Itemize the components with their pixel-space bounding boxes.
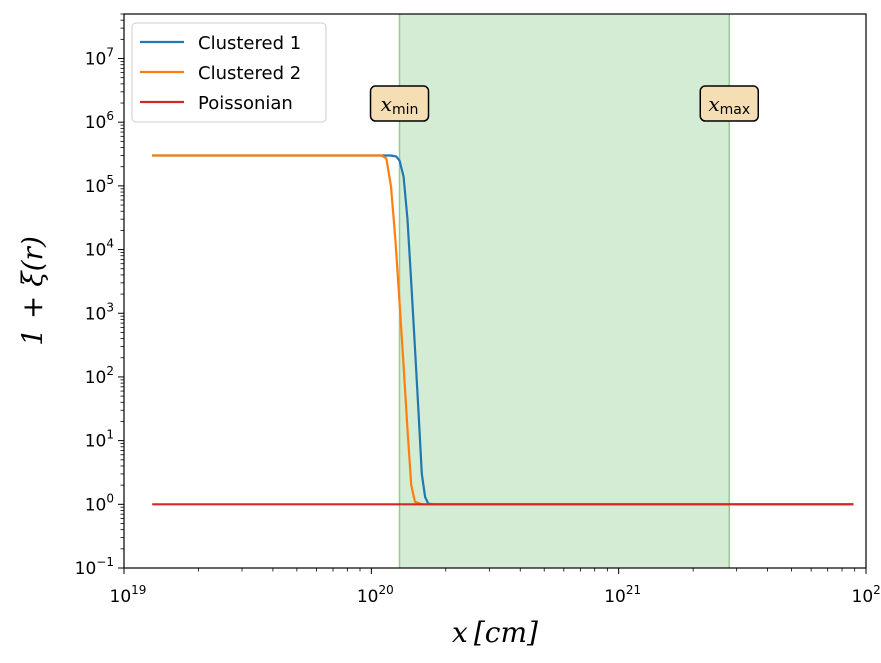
annotation-layer: xmin xmax [369,85,760,122]
y-tick-label-2-base: 10 [85,432,107,452]
shaded-region [399,14,730,568]
y-tick-label-7-exponent: 6 [106,109,114,123]
y-tick-label-6-base: 10 [85,177,107,197]
legend-label-poissonian: Poissonian [198,93,293,114]
annotation-subscript: min [392,102,418,118]
x-tick-label-0: 1019 [110,583,147,607]
y-tick-label-7-base: 10 [85,113,107,133]
y-axis-label: 1 + ξ(r) [16,236,49,346]
y-tick-label-4-base: 10 [85,304,107,324]
annotation-subscript: max [720,102,751,118]
x-tick-label-1-exponent: 20 [379,583,394,597]
x-tick-label-0-exponent: 19 [131,583,146,597]
x-tick-label-2-exponent: 21 [626,583,641,597]
y-tick-label-1-base: 10 [85,495,107,515]
y-tick-label-5-base: 10 [85,241,107,261]
x-tick-label-2-base: 10 [604,587,626,607]
y-tick-label-8: 107 [85,46,114,70]
y-tick-label-6: 105 [85,173,114,197]
y-tick-label-7: 106 [85,109,114,133]
series-layer [152,154,854,506]
x-tick-label-3: 1022 [852,583,881,607]
x-tick-label-1-base: 10 [357,587,379,607]
legend: Clustered 1 Clustered 2 Poissonian [131,22,327,123]
x-axis-label-unit: [cm] [474,616,538,649]
y-tick-label-5-exponent: 4 [106,237,114,251]
annotation-main: x [708,92,719,116]
annotation-main: x [381,92,392,116]
y-tick-label-0: 10−1 [75,555,114,579]
y-tick-label-1: 100 [85,491,114,515]
y-tick-label-2-exponent: 1 [106,428,114,442]
y-tick-label-5: 104 [85,237,114,261]
x-tick-label-0-base: 10 [110,587,132,607]
y-tick-label-4-exponent: 3 [106,300,114,314]
annotation-label-x-min: xmin [381,92,419,118]
y-tick-label-2: 101 [85,428,114,452]
legend-label-clustered-1: Clustered 1 [198,33,301,54]
y-tick-label-0-base: 10 [75,559,97,579]
y-tick-label-3-base: 10 [85,368,107,388]
y-tick-label-8-exponent: 7 [106,46,114,60]
x-axis-label: x [cm] [452,616,538,649]
tick-layer: 101910201021102210−110010110210310410510… [75,13,881,607]
series-line-clustered-1 [152,154,854,506]
x-axis-label-main: x [452,616,468,649]
shaded-region-layer [398,14,731,568]
y-tick-label-1-exponent: 0 [106,491,114,505]
x-tick-label-3-base: 10 [852,587,874,607]
plot-frame [123,13,867,569]
y-tick-label-8-base: 10 [85,50,107,70]
y-tick-label-4: 103 [85,300,114,324]
y-tick-label-3: 102 [85,364,114,388]
annotation-label-x-max: xmax [708,92,750,118]
y-tick-label-6-exponent: 5 [106,173,114,187]
x-tick-label-1: 1020 [357,583,394,607]
y-tick-label-3-exponent: 2 [106,364,114,378]
legend-label-clustered-2: Clustered 2 [198,63,301,84]
y-tick-label-0-exponent: −1 [96,555,114,569]
series-line-clustered-2 [152,154,854,506]
annotation-box-x-min [369,85,430,122]
x-tick-label-3-exponent: 22 [873,583,881,597]
x-tick-label-2: 1021 [604,583,641,607]
annotation-box-x-max [699,85,760,122]
legend-box [131,22,327,123]
